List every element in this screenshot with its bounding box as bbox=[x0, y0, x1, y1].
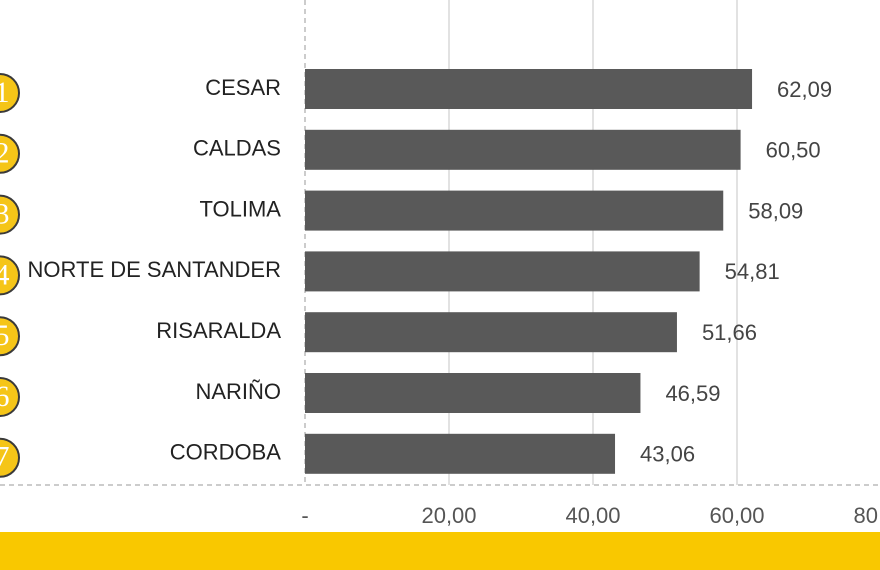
rank-number: 2 bbox=[0, 137, 10, 170]
bar bbox=[305, 69, 753, 109]
rank-number: 4 bbox=[0, 258, 10, 291]
rank-number: 1 bbox=[0, 76, 10, 109]
value-label: 51,66 bbox=[702, 320, 757, 345]
footer-band bbox=[0, 532, 880, 570]
rank-badge bbox=[0, 377, 20, 417]
category-label: CALDAS bbox=[193, 136, 281, 161]
rank-badge bbox=[0, 255, 20, 296]
category-label: CORDOBA bbox=[170, 440, 282, 465]
rank-number: 7 bbox=[0, 441, 10, 474]
bar bbox=[305, 433, 616, 474]
x-tick-label: 80,00 bbox=[853, 503, 880, 528]
bar bbox=[305, 190, 724, 231]
x-tick-label: 20,00 bbox=[421, 503, 476, 528]
x-tick-label: - bbox=[301, 503, 308, 528]
rank-badge bbox=[0, 316, 20, 357]
bar bbox=[305, 129, 741, 170]
value-label: 62,09 bbox=[777, 77, 832, 102]
bar bbox=[305, 373, 641, 413]
category-label: RISARALDA bbox=[156, 318, 281, 343]
rank-badge bbox=[0, 437, 20, 478]
rank-badge bbox=[0, 73, 20, 113]
rank-number: 3 bbox=[0, 197, 10, 230]
value-label: 43,06 bbox=[640, 442, 695, 467]
rank-badge bbox=[0, 194, 20, 235]
category-label: TOLIMA bbox=[199, 196, 281, 221]
bar bbox=[305, 312, 677, 353]
rank-number: 5 bbox=[0, 319, 10, 352]
value-label: 46,59 bbox=[665, 381, 720, 406]
value-label: 58,09 bbox=[748, 198, 803, 223]
value-label: 54,81 bbox=[725, 259, 780, 284]
category-label: CESAR bbox=[205, 75, 281, 100]
x-tick-label: 40,00 bbox=[565, 503, 620, 528]
x-tick-label: 60,00 bbox=[709, 503, 764, 528]
rank-badge bbox=[0, 133, 20, 174]
rank-number: 6 bbox=[0, 380, 10, 413]
value-label: 60,50 bbox=[766, 138, 821, 163]
category-label: NORTE DE SANTANDER bbox=[28, 257, 281, 282]
category-label: NARIÑO bbox=[195, 379, 281, 404]
bar bbox=[305, 251, 700, 292]
